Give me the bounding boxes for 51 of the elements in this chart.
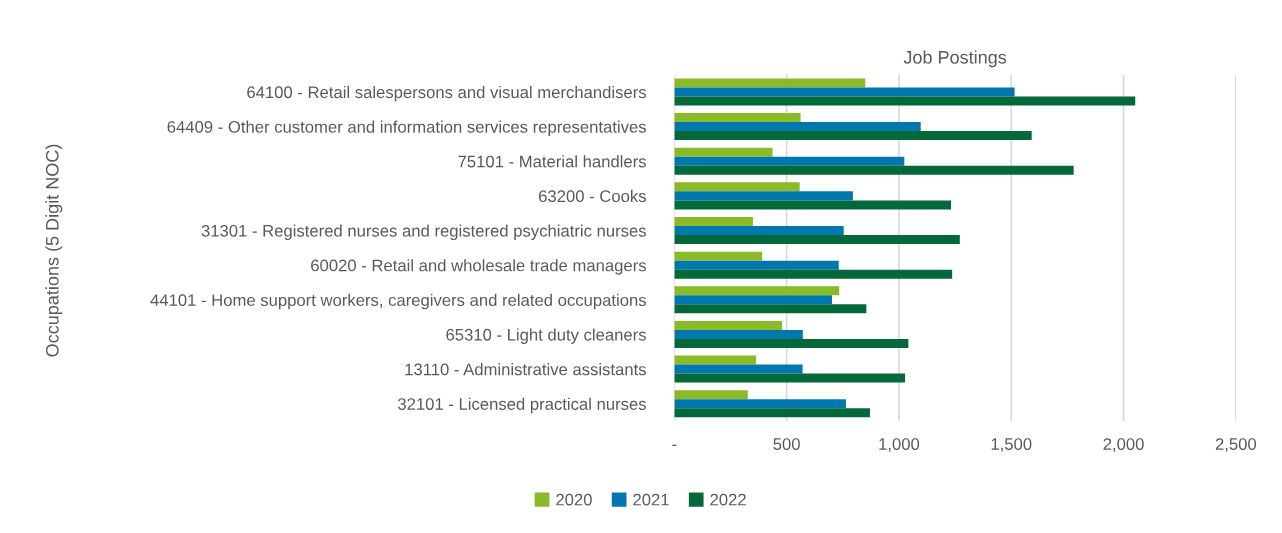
- x-axis-title: Job Postings: [903, 50, 1007, 68]
- bar: [674, 113, 801, 123]
- bar: [674, 364, 803, 374]
- bar: [674, 96, 1136, 106]
- bar: [674, 260, 839, 270]
- bar: [674, 251, 763, 261]
- bar: [674, 147, 773, 157]
- bar: [674, 217, 753, 227]
- bar: [674, 295, 833, 305]
- x-tick-label: 2,500: [1215, 438, 1257, 452]
- y-tick-label: 64409 - Other customer and information services representatives: [167, 120, 646, 137]
- bar: [674, 304, 867, 314]
- bar: [674, 399, 846, 409]
- y-tick-label: 63200 - Cooks: [539, 189, 646, 203]
- legend-label: 2022: [710, 493, 746, 506]
- x-tick-label: 1,000: [879, 438, 920, 452]
- bar: [674, 390, 748, 400]
- bar: [674, 200, 952, 210]
- y-axis-title: Occupations (5 Digit NOC): [45, 144, 63, 357]
- x-tick-label: 500: [773, 438, 800, 450]
- y-tick-label: 13110 - Administrative assistants: [405, 363, 646, 376]
- bar: [674, 226, 844, 236]
- bar: [674, 131, 1032, 141]
- bar: [674, 87, 1015, 97]
- bar: [674, 269, 953, 279]
- y-tick-label: 60020 - Retail and wholesale trade managers: [311, 259, 646, 275]
- y-tick-label: 64100 - Retail salespersons and visual merchandisers: [247, 85, 646, 102]
- bar: [674, 286, 840, 296]
- bar: [674, 165, 1074, 175]
- bar: [674, 156, 905, 166]
- bar: [674, 235, 960, 245]
- bar: [674, 408, 870, 418]
- bar: [674, 320, 783, 330]
- y-tick-label: 31301 - Registered nurses and registered psychiatric nurses: [201, 224, 646, 241]
- y-tick-label: 44101 - Home support workers, caregivers and related occupations: [150, 293, 646, 310]
- x-tick-label: 1,500: [991, 438, 1032, 452]
- y-tick-label: 65310 - Light duty cleaners: [446, 328, 646, 344]
- bar: [674, 122, 921, 132]
- y-tick-label: 32101 - Licensed practical nurses: [397, 397, 646, 414]
- bar: [674, 329, 803, 339]
- bar: [674, 182, 800, 192]
- legend-label: 2021: [633, 493, 669, 506]
- legend-label: 2020: [556, 493, 592, 506]
- y-tick-label: 75101 - Material handlers: [458, 155, 646, 168]
- x-tick-label: -: [672, 444, 677, 447]
- bar: [674, 191, 853, 201]
- bar: [674, 355, 757, 365]
- bar: [674, 338, 909, 348]
- x-tick-label: 2,000: [1103, 438, 1144, 452]
- bar: [674, 373, 905, 383]
- bar: [674, 78, 866, 88]
